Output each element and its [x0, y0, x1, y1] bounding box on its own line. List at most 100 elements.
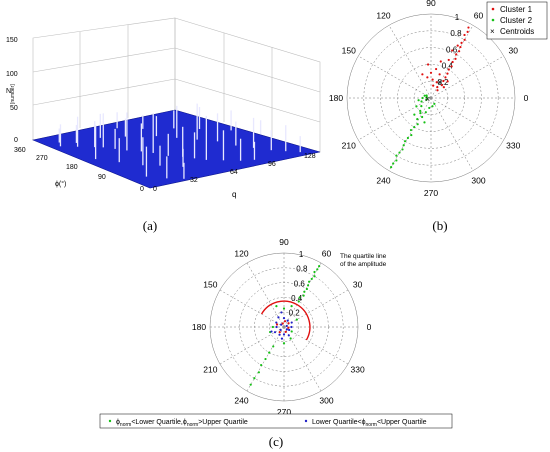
panel-c-point-s1-1: [277, 316, 280, 319]
panel-c-point-s0-20: [282, 307, 286, 310]
panel-c-annotation: The quartile line: [340, 253, 387, 260]
panel-c-point-s2-5: [287, 322, 290, 325]
panel-b-spoke-240: [388, 97, 432, 171]
panel-c-spoke-210: [219, 326, 285, 365]
legend-outer-quartile-marker: [108, 419, 112, 423]
panel-b-spoke-330: [430, 97, 504, 141]
panel-b-point-s1-19: [421, 96, 424, 100]
panel-b-ring-4: [346, 13, 516, 183]
panel-c-point-s0-11: [297, 300, 300, 303]
panel-b-spoke-120: [388, 25, 432, 99]
panel-c-point-s0-12: [249, 383, 252, 386]
panel-c-point-s0-2: [313, 270, 316, 274]
panel-c-point-s0-10: [298, 296, 301, 299]
panel-c-point-s2-1: [275, 323, 279, 326]
panel-b-point-s1-2: [395, 159, 398, 162]
panel-c-point-s1-6: [282, 333, 286, 336]
panel-b-point-s0-0: [467, 26, 470, 29]
panel-b-point-s1-23: [431, 105, 434, 108]
panel-b-point-s1-18: [420, 100, 423, 103]
panel-b-point-s1-0: [390, 166, 393, 169]
panel-c-point-s1-7: [287, 334, 290, 337]
panel-c-spoke-30: [283, 289, 349, 328]
panel-c-spoke-300: [283, 326, 322, 392]
panel-b-point-s0-10: [450, 65, 453, 68]
panel-c-point-s0-9: [302, 294, 305, 297]
panel-b-point-s1-6: [402, 144, 405, 147]
panel-c-angle-tick: 210: [203, 365, 217, 375]
panel-c-point-s2-0: [283, 320, 287, 323]
panel-b-point-s0-28: [436, 85, 439, 89]
legend-cluster-1-label: Cluster 1: [500, 5, 533, 14]
panel-b-point-s0-30: [432, 84, 435, 87]
panel-c-point-s0-13: [253, 377, 256, 380]
panel-c-point-s1-4: [273, 331, 277, 334]
panel-b-point-s0-27: [435, 81, 438, 84]
legend-inner-quartile-label: Lower Quartile<ϕnorm<Upper Quartile: [312, 419, 427, 428]
panel-c-point-s0-6: [306, 284, 310, 287]
panel-b-point-s0-4: [460, 41, 463, 44]
panel-c-spoke-120: [246, 262, 285, 328]
panel-c-spoke-330: [283, 326, 349, 365]
panel-b-angle-tick: 240: [376, 175, 390, 185]
panel-b-point-s0-8: [454, 57, 457, 60]
panel-b-point-s1-17: [424, 111, 427, 114]
panel-c-angle-tick: 240: [234, 396, 248, 406]
panel-b-point-s0-17: [435, 67, 438, 71]
panel-a-phi-tick: 180: [66, 164, 78, 171]
panel-c-angle-tick: 270: [277, 407, 291, 417]
panel-b-point-s0-32: [456, 44, 459, 47]
panel-a-caption: (a): [143, 218, 157, 233]
panel-b-point-s0-19: [426, 76, 429, 79]
panel-b-point-s1-16: [419, 109, 422, 112]
panel-c-spoke-60: [283, 262, 322, 328]
panel-b-point-s1-15: [419, 112, 422, 115]
panel-c-point-s0-15: [260, 363, 263, 367]
panel-c-point-s0-17: [268, 351, 271, 354]
panel-c-point-s0-21: [275, 305, 278, 308]
panel-b-centroid-mark: ×: [425, 94, 430, 104]
panel-c-point-s0-4: [310, 277, 313, 281]
panel-b-point-s1-7: [403, 140, 407, 143]
legend-centroids-label: Centroids: [500, 27, 534, 36]
panel-a-phi-tick: 0: [140, 186, 144, 193]
panel-b-point-s0-2: [463, 33, 466, 37]
panel-c-angle-tick: 120: [234, 248, 248, 258]
panel-b-angle-tick: 0: [524, 93, 529, 103]
panel-a-z-tick: 150: [6, 37, 18, 44]
panel-a-z-label: N: [6, 88, 11, 95]
panel-c-point-s0-18: [272, 345, 275, 348]
panel-c-points: [249, 265, 321, 386]
panel-c-r-tick: 0.4: [291, 294, 303, 303]
panel-b-point-s1-21: [420, 104, 423, 108]
panel-b-point-s1-8: [406, 136, 409, 140]
panel-b-point-s1-3: [395, 154, 398, 157]
panel-b-point-s0-14: [442, 79, 445, 83]
panel-c-point-s1-3: [275, 325, 278, 329]
panel-c-spoke-150: [219, 289, 285, 328]
panel-c-point-s0-19: [290, 305, 293, 308]
panel-c-point-s0-0: [318, 265, 321, 268]
panel-b-point-s0-6: [458, 50, 461, 53]
panel-a-z-tick: 0: [14, 137, 18, 144]
panel-b-angle-tick: 30: [509, 46, 519, 56]
panel-a-spikes: [58, 103, 301, 179]
legend-cluster-1-marker: [491, 7, 495, 11]
panel-b-point-s0-25: [442, 86, 445, 89]
panel-a-3d-chart: 150 100 50 0 N [number] 360 270 180 90 0…: [6, 17, 321, 233]
panel-b-grid: [346, 13, 516, 183]
legend-cluster-2-marker: [491, 18, 495, 22]
panel-b-point-s1-28: [415, 105, 418, 108]
panel-c-point-s0-23: [271, 325, 274, 329]
panel-b-point-s0-22: [447, 58, 450, 62]
panel-b-legend: Cluster 1 Cluster 2 × Centroids: [486, 1, 548, 40]
panel-c-point-s0-24: [295, 318, 298, 321]
panel-c-point-s0-14: [257, 371, 260, 374]
panel-b-angle-tick: 300: [471, 175, 485, 185]
panel-c-point-s1-15: [280, 323, 283, 326]
panel-c-point-s1-0: [282, 317, 286, 320]
panel-b-point-s1-24: [433, 102, 436, 105]
panel-b-ring-2: [380, 47, 482, 149]
panel-b-angle-tick: 60: [474, 11, 484, 21]
